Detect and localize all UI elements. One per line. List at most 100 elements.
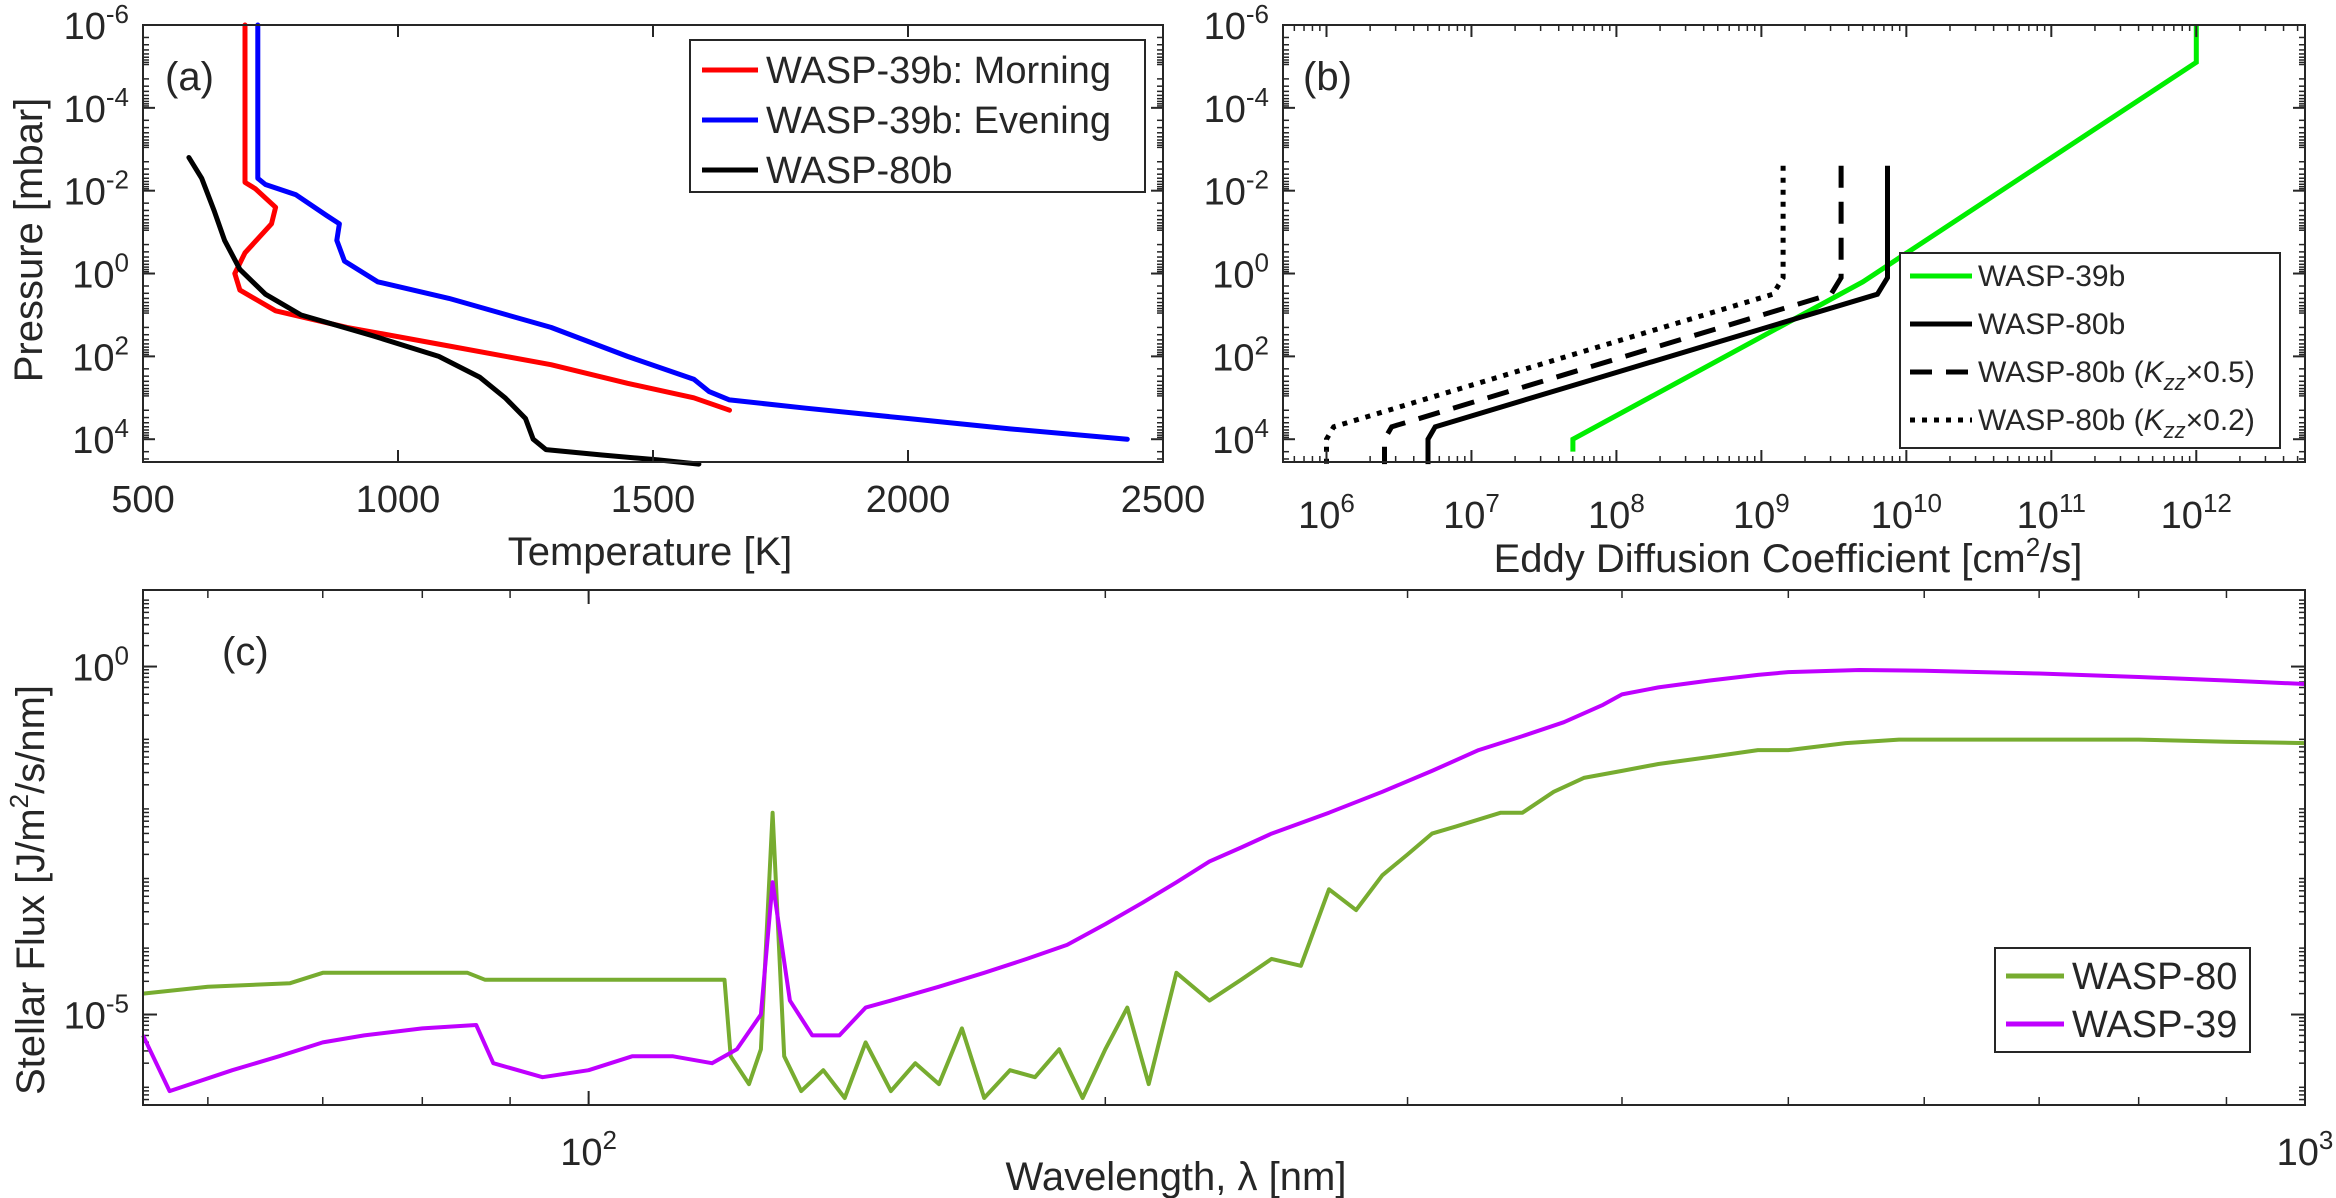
panel-a-y-tick-label-exp: -6 [106,0,129,29]
panel-b-x-tick-label: 106 [1298,488,1355,537]
panel-a-legend-label: WASP-80b [766,150,953,192]
panel-a-y-tick-label-exp: -4 [106,82,129,112]
panel-a-y-title: Pressure [mbar] [7,98,51,383]
panel-b-x-title: Eddy Diffusion Coefficient [cm2/s] [1494,532,2083,581]
panel-b-legend-label-k: K [2144,356,2166,389]
panel-b-x-title-main: Eddy Diffusion Coefficient [cm [1494,537,2026,581]
panel-a-y-tick-label: 102 [72,330,129,379]
panel-a-legend-box [689,39,1146,193]
panel-b-legend-label-main: WASP-80b ( [1978,356,2144,389]
panel-a-x-title: Temperature [K] [508,530,793,574]
panel-b-x-tick-label-exp: 6 [1340,488,1354,518]
panel-b-y-tick-label: 104 [1212,413,1269,462]
panel-b-series-line [1324,165,1786,465]
panel-b-x-title-sup: 2 [2026,532,2040,562]
panel-b-legend-box [1899,252,2281,449]
panel-a-series-line [232,22,732,413]
panel-c-y-tick-label: 10-5 [64,989,129,1038]
panel-b-y-tick-label-base: 10 [1212,255,1254,297]
panel-b-legend-label-tail: ×0.5) [2186,356,2255,389]
panel-b-x-tick-label: 1012 [2161,488,2232,537]
panel-b-y-tick-label-exp: 4 [1255,413,1269,443]
panel-a-y-tick-label-base: 10 [64,172,106,214]
panel-b-x-title-end: /s] [2040,537,2082,581]
panel-b-x-tick-label-base: 10 [1733,495,1775,537]
panel-b-x-tick-label-base: 10 [2161,495,2203,537]
panel-b-x-tick-label: 1010 [1871,488,1942,537]
panel-b-y-tick-label: 100 [1212,248,1269,297]
panel-b-x-tick-label-exp: 11 [2059,488,2086,518]
panel-c-series-line [142,737,2306,1100]
panel-a-y-tick-label-base: 10 [64,89,106,131]
panel-b-series [1324,25,2199,465]
panel-c-series-line [141,668,2306,1094]
panel-a-x-tick-label: 1000 [356,479,441,521]
panel-b-y-tick-label-exp: -4 [1246,82,1269,112]
panel-b-legend-label: WASP-80b (Kzz×0.5) [1978,356,2255,395]
panel-b-y-tick-label: 10-4 [1204,82,1269,131]
panel-b-x-ticks: 106 107 108 109 1010 1011 1012 [1298,25,2232,537]
panel-b-legend-label-main: WASP-80b ( [1978,404,2144,437]
panel-a-series [186,22,1130,467]
panel-b-y-tick-label: 10-6 [1204,0,1269,48]
panel-b-y-tick-label-base: 10 [1204,89,1246,131]
panel-c-legend-box [1994,947,2251,1053]
panel-b-x-tick-label: 1011 [2017,488,2086,537]
panel-c-minor-ticks [143,590,2305,1105]
panel-b-y-tick-label-base: 10 [1204,6,1246,48]
panel-c-y-title-end: /s/nm] [9,685,53,794]
panel-b-y-tick-label-base: 10 [1204,172,1246,214]
panel-b-label: (b) [1303,55,1352,99]
panel-a-y-tick-label: 100 [72,248,129,297]
panel-a-legend-label: WASP-39b: Morning [766,50,1111,92]
panel-a-y-tick-label: 10-6 [64,0,129,48]
panel-b-y-tick-label-exp: 2 [1255,330,1269,360]
panel-b-y-tick-label-exp: 0 [1255,248,1269,278]
panel-c-x-tick-label-base: 10 [560,1132,602,1174]
panel-b-legend-label-zz: zz [2163,418,2186,443]
panel-a-y-tick-label-exp: -2 [106,165,129,195]
panel-b-y-tick-label-base: 10 [1212,337,1254,379]
panel-b-y-tick-label-exp: -2 [1246,165,1269,195]
panel-b-series-line [1425,165,1890,465]
panel-a-y-tick-label-exp: 2 [115,330,129,360]
panel-a-x-ticks: 500 1000 1500 2000 2500 [111,25,1205,521]
panel-b-x-tick-label-exp: 12 [2203,488,2232,518]
panel-c-y-tick-label-base: 10 [72,648,114,690]
panel-b-y-tick-label-base: 10 [1212,420,1254,462]
panel-b-legend-label-main: WASP-39b [1978,260,2125,293]
panel-c-legend-label: WASP-80 [2072,956,2237,998]
panel-a: 500 1000 1500 2000 2500 10-610-410-210010210… [7,0,1205,574]
panel-b-x-tick-label: 107 [1443,488,1500,537]
panel-b-x-tick-label-base: 10 [1298,495,1340,537]
panel-b-legend-label-main: WASP-80b [1978,308,2125,341]
panel-c-x-tick-label: 102 [560,1125,617,1174]
panel-b-legend-label-tail: ×0.2) [2186,404,2255,437]
panel-c-y-title: Stellar Flux [J/m2/s/nm] [4,685,53,1095]
panel-b-x-tick-label-base: 10 [1871,495,1913,537]
panel-b-x-tick-label-base: 10 [1443,495,1485,537]
panel-b-x-tick-label-exp: 7 [1485,488,1499,518]
panel-c-x-title: Wavelength, λ [nm] [1006,1155,1347,1198]
panel-a-x-tick-label: 1500 [611,479,696,521]
panel-c-y-tick-label: 100 [72,641,129,690]
panel-a-x-tick-label: 500 [111,479,174,521]
panel-c-x-tick-label-exp: 2 [603,1125,617,1155]
panel-b-legend-label: WASP-39b [1978,260,2125,293]
panel-b-x-tick-label-base: 10 [2017,495,2059,537]
panel-c-x-tick-label: 103 [2277,1125,2334,1174]
panel-a-y-tick-label: 10-4 [64,82,129,131]
panel-b: 106 107 108 109 1010 1011 1012 10-610-410-2100… [1204,0,2306,581]
panel-c-y-title-sup: 2 [4,794,34,808]
panel-a-y-tick-label-base: 10 [72,255,114,297]
panel-b-series-line [1570,25,2199,452]
panel-b-y-tick-label: 102 [1212,330,1269,379]
panel-c-y-tick-label-exp: -5 [106,989,129,1019]
panel-a-x-tick-label: 2500 [1121,479,1206,521]
panel-b-x-tick-label-base: 10 [1588,495,1630,537]
